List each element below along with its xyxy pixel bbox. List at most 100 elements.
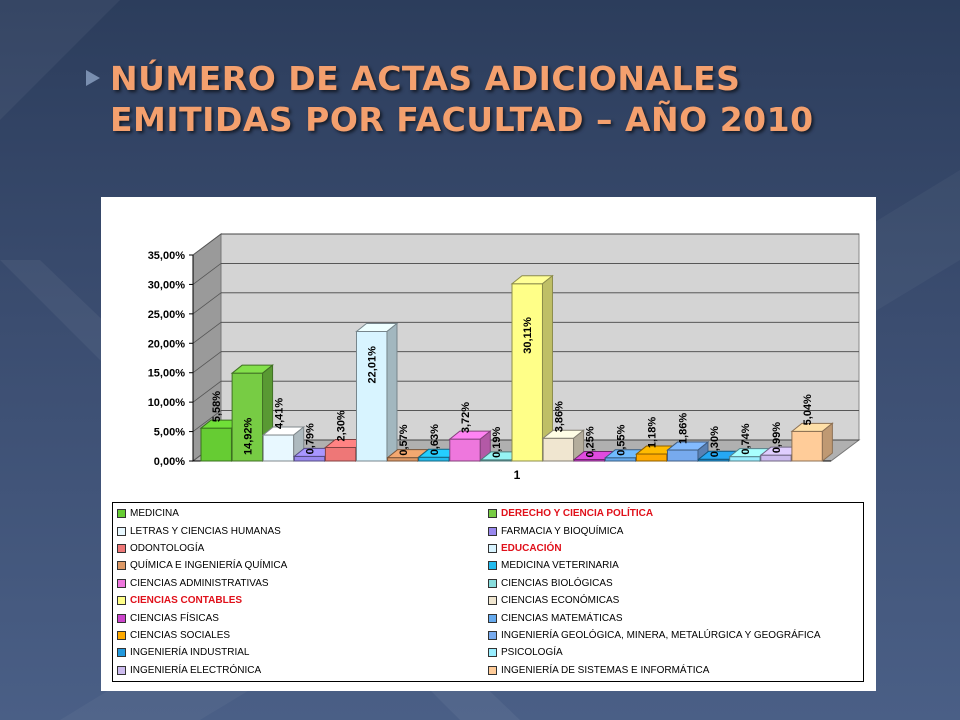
legend-item: INGENIERÍA GEOLÓGICA, MINERA, METALÚRGIC…	[488, 627, 859, 644]
data-label: 0,99%	[771, 422, 783, 453]
legend-swatch	[117, 648, 126, 658]
y-tick-label: 20,00%	[148, 338, 186, 350]
bar-front	[760, 454, 792, 462]
legend-item: QUÍMICA E INGENIERÍA QUÍMICA	[117, 557, 488, 574]
legend-item: CIENCIAS ECONÓMICAS	[488, 592, 859, 609]
legend-item: CIENCIAS ADMINISTRATIVAS	[117, 575, 488, 592]
legend-label: INGENIERÍA DE SISTEMAS E INFORMÁTICA	[501, 664, 710, 676]
y-tick-label: 0,00%	[154, 456, 185, 468]
data-label: 0,74%	[740, 423, 752, 454]
y-tick-label: 35,00%	[148, 250, 186, 262]
legend-swatch	[117, 596, 126, 606]
legend-item: INGENIERÍA ELECTRÓNICA	[117, 662, 488, 679]
bar-front	[387, 457, 419, 462]
legend-item: CIENCIAS SOCIALES	[117, 627, 488, 644]
legend-label: CIENCIAS SOCIALES	[130, 629, 231, 641]
legend-swatch	[488, 578, 497, 588]
title-bullet-icon	[86, 70, 100, 86]
y-tick-label: 10,00%	[148, 397, 186, 409]
legend-swatch	[488, 630, 497, 640]
legend-label: ODONTOLOGÍA	[130, 542, 205, 554]
gridline-side	[192, 292, 222, 315]
legend-label: LETRAS Y CIENCIAS HUMANAS	[130, 525, 281, 537]
data-label: 0,19%	[491, 426, 503, 457]
legend-item: DERECHO Y CIENCIA POLÍTICA	[488, 505, 859, 522]
legend-item: CIENCIAS FÍSICAS	[117, 609, 488, 626]
y-tick-label: 5,00%	[154, 427, 185, 439]
legend-item: MEDICINA	[117, 505, 488, 522]
legend-swatch	[117, 561, 126, 571]
legend-label: CIENCIAS MATEMÁTICAS	[501, 612, 623, 624]
legend-label: PSICOLOGÍA	[501, 647, 563, 659]
bar-front	[449, 438, 481, 462]
legend-label: CIENCIAS FÍSICAS	[130, 612, 219, 624]
bar-side	[386, 322, 398, 463]
legend-item: INGENIERÍA INDUSTRIAL	[117, 644, 488, 661]
gridline-side	[192, 233, 222, 256]
legend-swatch	[488, 648, 497, 658]
legend-swatch	[117, 613, 126, 623]
legend-label: QUÍMICA E INGENIERÍA QUÍMICA	[130, 560, 288, 572]
bar-front	[511, 283, 543, 462]
data-label: 22,01%	[367, 346, 379, 384]
legend-swatch	[488, 543, 497, 553]
data-label: 14,92%	[242, 417, 254, 455]
legend-swatch	[488, 526, 497, 536]
legend-item: LETRAS Y CIENCIAS HUMANAS	[117, 522, 488, 539]
legend-label: CIENCIAS ADMINISTRATIVAS	[130, 577, 269, 589]
data-label: 0,55%	[616, 424, 628, 455]
legend-item: ODONTOLOGÍA	[117, 540, 488, 557]
legend-swatch	[117, 543, 126, 553]
legend-swatch	[117, 509, 126, 519]
data-label: 0,63%	[429, 424, 441, 455]
legend-label: DERECHO Y CIENCIA POLÍTICA	[501, 508, 654, 520]
legend-swatch	[117, 578, 126, 588]
legend-swatch	[488, 665, 497, 675]
legend-swatch	[488, 596, 497, 606]
legend-label: MEDICINA VETERINARIA	[501, 560, 619, 572]
gridline-side	[192, 321, 222, 344]
bar-front	[262, 434, 295, 462]
x-tick-label: 1	[514, 468, 521, 482]
data-label: 0,30%	[709, 426, 721, 457]
chart-panel: 0,00% 5,00% 10,00% 15,00% 20,00% 25,00% 30,00%…	[101, 197, 876, 691]
legend-item: FARMACIA Y BIOQUÍMICA	[488, 522, 859, 539]
legend-item: CIENCIAS BIOLÓGICAS	[488, 575, 859, 592]
data-label: 3,72%	[460, 402, 472, 433]
legend-item: INGENIERÍA DE SISTEMAS E INFORMÁTICA	[488, 662, 859, 679]
bar-front	[542, 437, 575, 462]
data-label: 5,58%	[211, 391, 223, 422]
legend-item: CIENCIAS CONTABLES	[117, 592, 488, 609]
data-label: 1,86%	[678, 413, 690, 444]
data-label: 5,04%	[802, 394, 814, 425]
legend-item: EDUCACIÓN	[488, 540, 859, 557]
legend-label: CIENCIAS CONTABLES	[130, 595, 243, 607]
gridline-side	[192, 380, 222, 403]
bar-front	[791, 430, 823, 462]
legend-label: EDUCACIÓN	[501, 542, 562, 554]
data-label: 1,18%	[647, 417, 659, 448]
legend-label: MEDICINA	[130, 508, 179, 520]
legend-label: INGENIERÍA ELECTRÓNICA	[130, 664, 262, 676]
bar-side	[821, 422, 833, 463]
data-label: 0,79%	[305, 423, 317, 454]
y-tick-label: 15,00%	[148, 368, 186, 380]
gridline-side	[192, 351, 222, 374]
legend-label: CIENCIAS BIOLÓGICAS	[501, 577, 613, 589]
y-tick-label: 25,00%	[148, 309, 186, 321]
data-label: 30,11%	[522, 317, 534, 354]
bar-front	[293, 455, 326, 462]
legend-swatch	[488, 509, 497, 519]
bar-front	[324, 446, 357, 462]
legend-item: PSICOLOGÍA	[488, 644, 859, 661]
legend-item: MEDICINA VETERINARIA	[488, 557, 859, 574]
legend-label: INGENIERÍA GEOLÓGICA, MINERA, METALÚRGIC…	[501, 629, 821, 641]
legend-swatch	[117, 630, 126, 640]
legend-swatch	[117, 526, 126, 536]
bar-front	[729, 456, 761, 462]
gridline-side	[192, 410, 222, 432]
data-label: 0,25%	[584, 426, 596, 457]
bar-front	[356, 330, 388, 462]
chart-legend: MEDICINA DERECHO Y CIENCIA POLÍTICA LETRAS…	[112, 502, 864, 682]
bar-chart: 0,00% 5,00% 10,00% 15,00% 20,00% 25,00% 30,00%…	[148, 233, 861, 482]
